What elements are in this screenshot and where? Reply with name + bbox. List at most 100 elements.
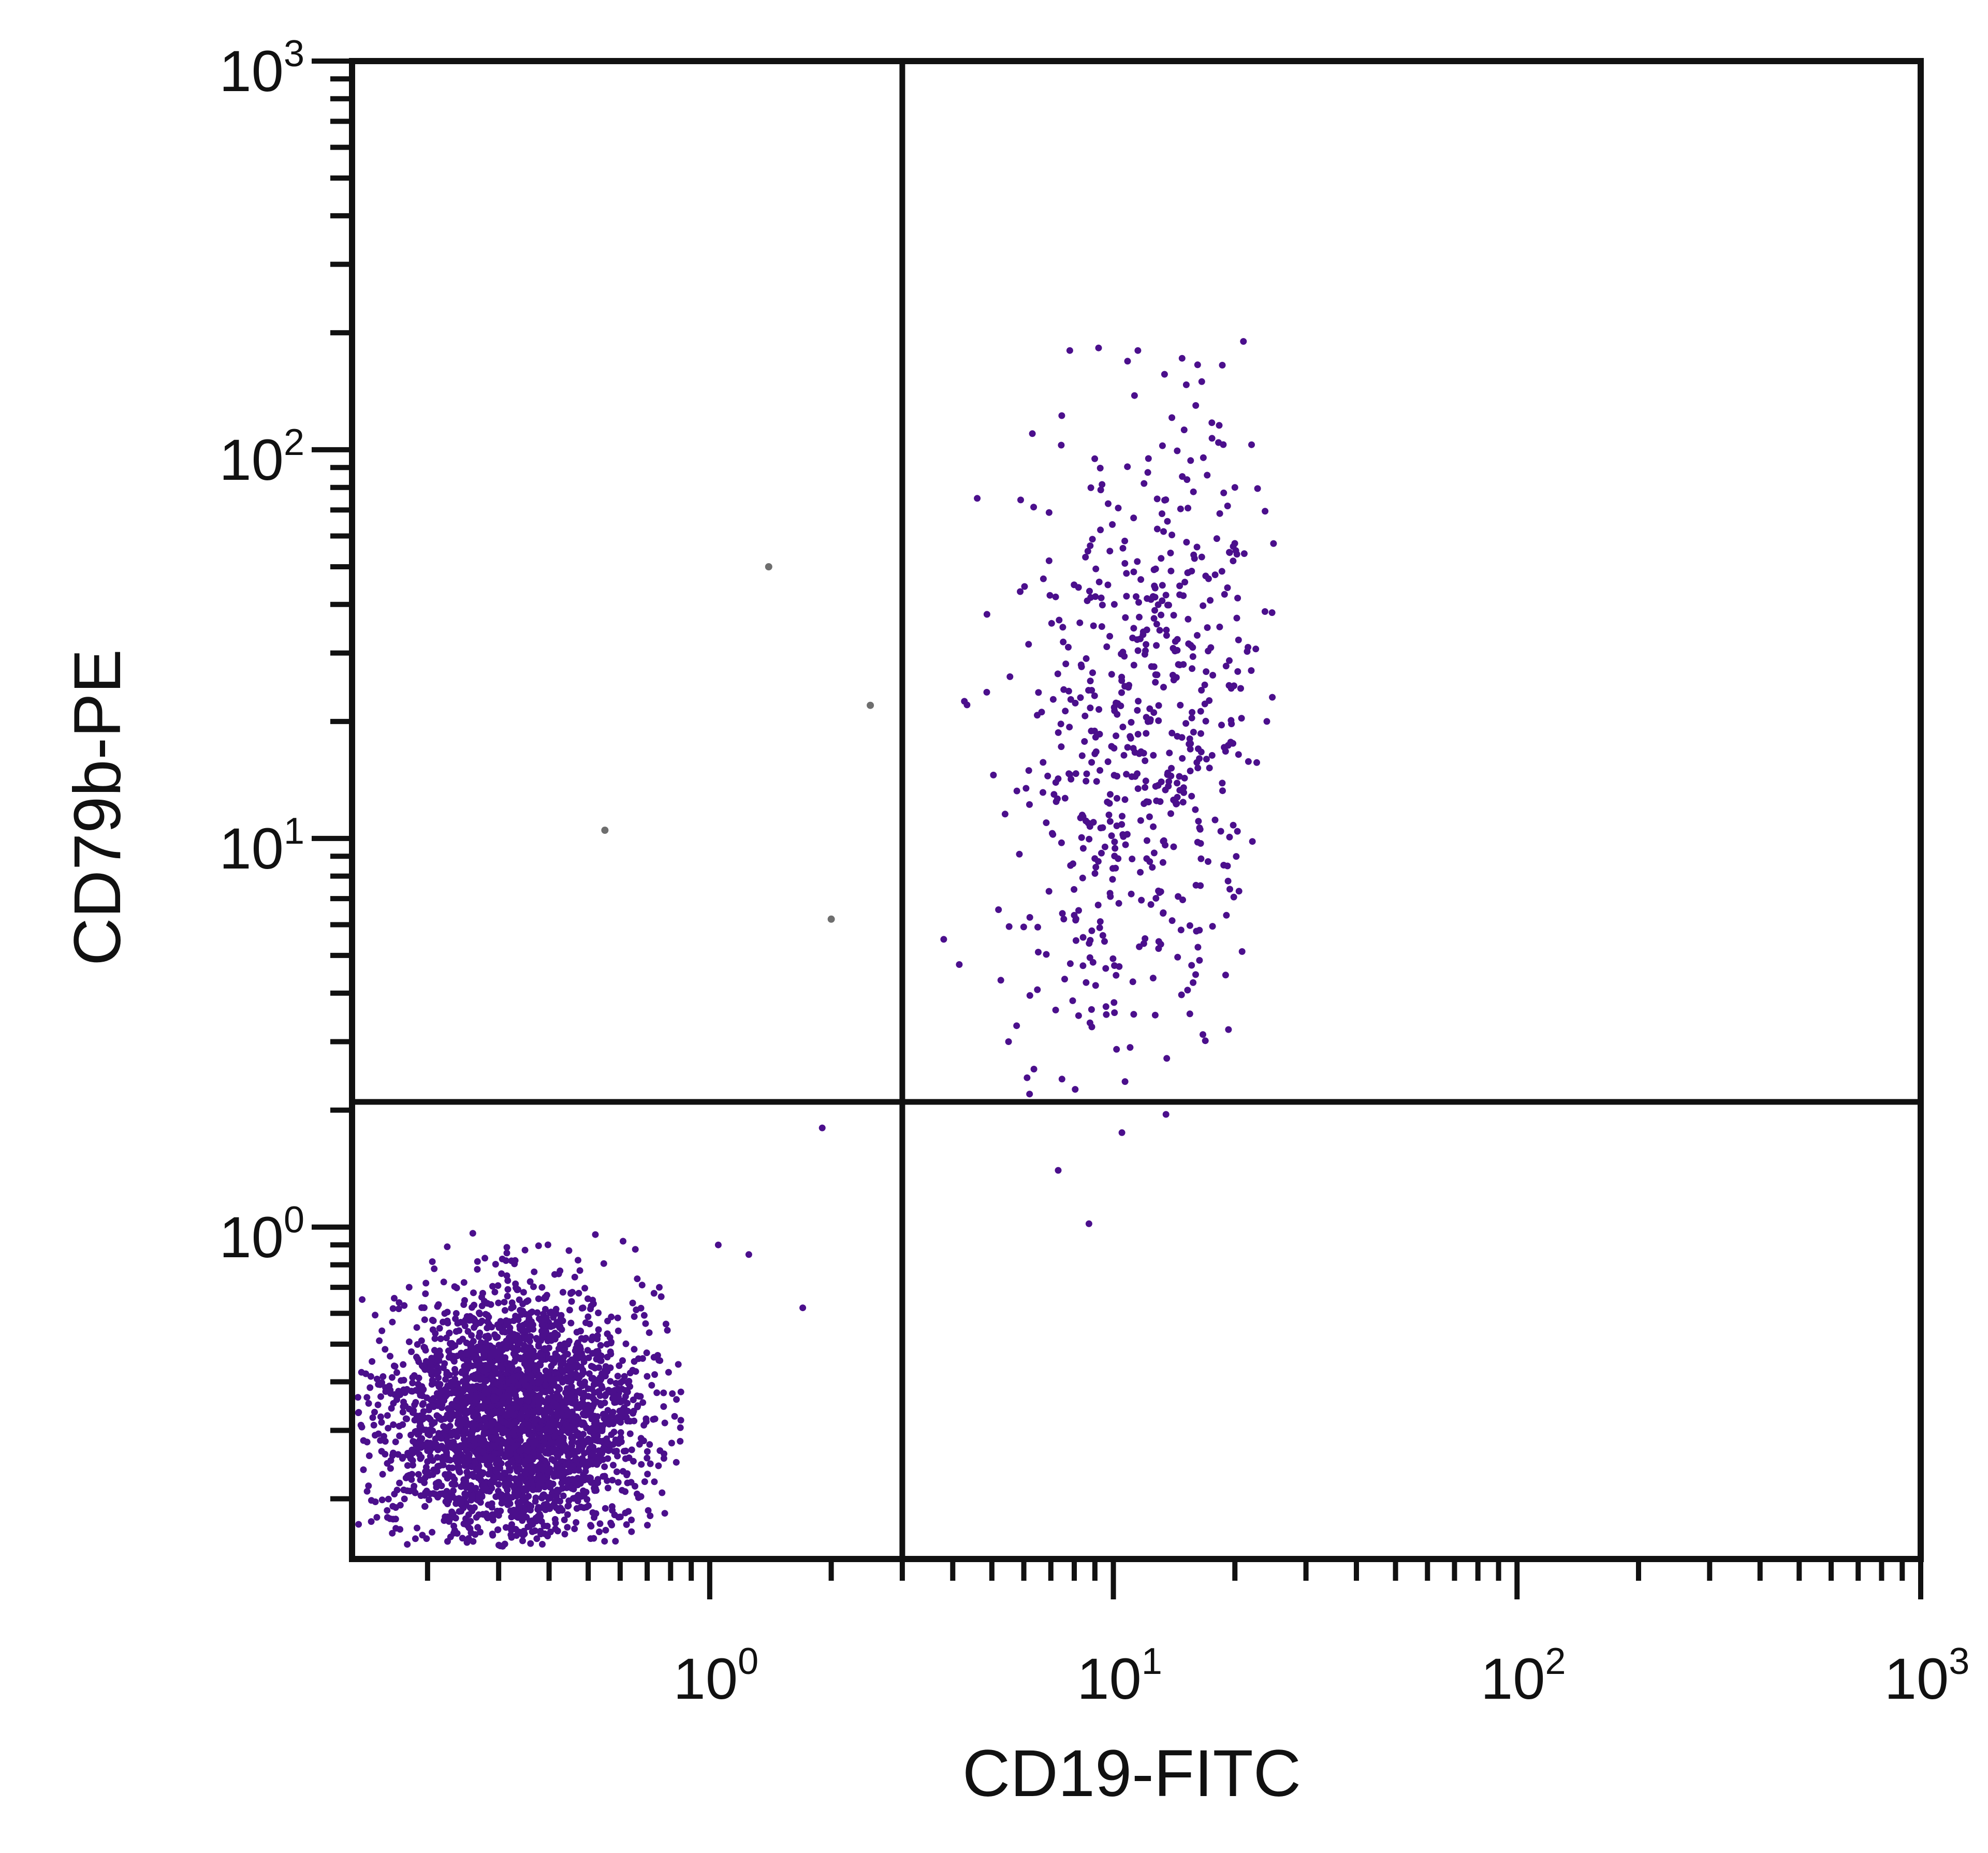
data-point: [1089, 669, 1096, 677]
data-point: [1128, 719, 1135, 726]
data-point: [389, 1452, 396, 1459]
data-point: [1097, 918, 1104, 925]
data-point: [412, 1489, 419, 1496]
data-point: [1105, 811, 1113, 818]
data-point: [1040, 789, 1046, 796]
data-point: [1112, 864, 1119, 872]
data-point: [584, 1313, 592, 1320]
data-point: [510, 1331, 518, 1338]
data-point: [578, 1305, 586, 1312]
data-point: [1152, 895, 1160, 902]
data-point: [1159, 859, 1166, 866]
data-point: [466, 1341, 473, 1348]
data-point: [545, 1450, 552, 1457]
outlier-points: [601, 563, 874, 923]
data-point: [492, 1474, 500, 1481]
data-point: [1223, 911, 1230, 919]
data-point: [1187, 745, 1194, 753]
data-point: [1106, 818, 1114, 825]
data-point: [1134, 731, 1142, 738]
data-point: [552, 1520, 559, 1527]
data-point: [1167, 549, 1174, 556]
data-point: [434, 1369, 442, 1376]
data-point: [1200, 1031, 1206, 1038]
data-point: [1185, 505, 1192, 512]
x-tick-label: 103: [1884, 1641, 1970, 1711]
data-point: [1061, 795, 1069, 802]
data-point: [639, 1399, 647, 1406]
data-point: [669, 1390, 676, 1397]
data-point: [545, 1480, 552, 1487]
data-point: [1224, 877, 1232, 885]
data-point: [1120, 833, 1127, 840]
data-point: [442, 1513, 449, 1520]
data-point: [1238, 715, 1245, 722]
data-point: [660, 1403, 667, 1410]
data-point: [429, 1528, 436, 1536]
data-point: [547, 1308, 554, 1316]
y-tick-label: 102: [219, 422, 304, 492]
data-point: [1174, 780, 1181, 787]
data-point: [546, 1439, 553, 1447]
data-point: [572, 1370, 579, 1377]
data-point: [589, 1509, 596, 1516]
data-point: [461, 1399, 469, 1406]
data-point: [373, 1375, 381, 1383]
data-point: [619, 1357, 626, 1364]
data-point: [1196, 957, 1203, 964]
data-point: [471, 1438, 478, 1446]
data-point: [539, 1388, 546, 1395]
data-point: [469, 1470, 476, 1478]
data-point: [502, 1412, 509, 1419]
data-point: [482, 1484, 489, 1492]
data-point: [1198, 687, 1205, 694]
data-point: [1130, 514, 1137, 522]
data-point: [399, 1408, 406, 1416]
data-point: [1184, 569, 1191, 577]
data-point: [1105, 500, 1112, 507]
data-point: [1098, 623, 1105, 630]
data-point: [366, 1452, 373, 1459]
data-point: [1262, 508, 1269, 515]
data-point: [1226, 833, 1233, 841]
data-point: [446, 1422, 454, 1430]
data-point: [1230, 821, 1237, 829]
data-point: [1179, 473, 1186, 480]
data-point: [1114, 711, 1121, 718]
data-point: [1155, 702, 1162, 709]
data-point: [1118, 673, 1125, 681]
data-point: [570, 1486, 577, 1493]
data-point: [452, 1310, 460, 1317]
data-point: [475, 1446, 483, 1453]
data-point: [554, 1405, 561, 1412]
data-point: [1193, 543, 1201, 551]
data-point: [464, 1454, 472, 1462]
data-point: [397, 1502, 404, 1509]
data-point: [644, 1448, 651, 1455]
data-point: [1111, 852, 1118, 860]
data-point: [1153, 525, 1161, 533]
data-point: [1136, 943, 1143, 950]
data-point: [1089, 536, 1096, 543]
data-point: [1158, 611, 1165, 619]
data-point: [1179, 896, 1186, 903]
data-point: [545, 1372, 552, 1379]
data-point: [1119, 545, 1127, 552]
data-point: [548, 1362, 555, 1370]
data-point: [422, 1280, 430, 1287]
data-point: [596, 1520, 604, 1527]
data-point: [1085, 819, 1092, 827]
data-point: [1106, 548, 1114, 555]
data-point: [379, 1470, 386, 1478]
data-point: [640, 1437, 647, 1445]
data-point: [617, 1429, 624, 1436]
data-point: [1094, 858, 1102, 865]
data-point: [437, 1335, 444, 1342]
data-point: [632, 1246, 639, 1253]
data-point: [546, 1332, 553, 1340]
data-point: [359, 1296, 366, 1303]
data-point: [983, 611, 990, 618]
data-point: [1092, 565, 1100, 572]
data-point: [507, 1406, 515, 1413]
data-point: [1200, 602, 1207, 609]
